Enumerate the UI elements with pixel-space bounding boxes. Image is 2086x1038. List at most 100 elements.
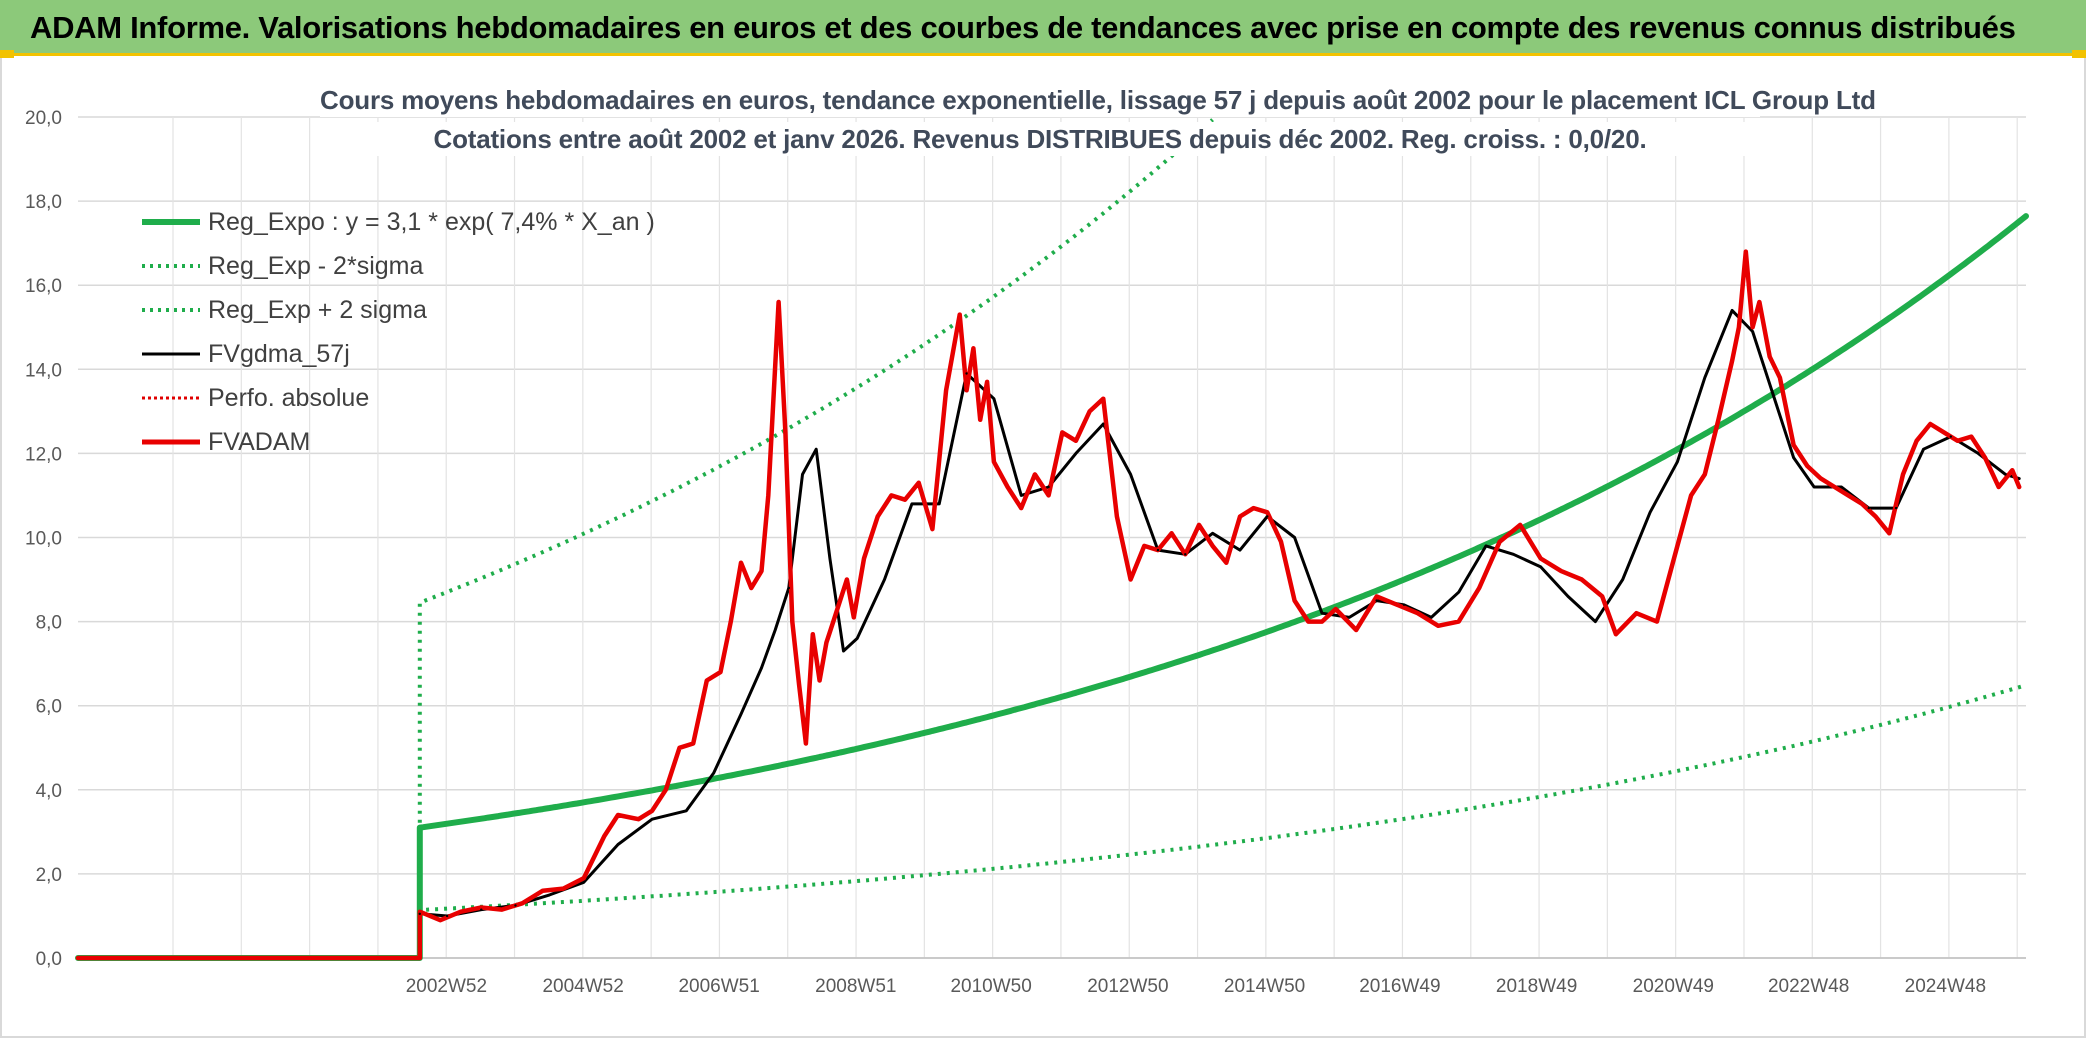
fvadam-point bbox=[1915, 439, 1919, 443]
fvadam-point bbox=[718, 670, 723, 674]
fvadam-point bbox=[1956, 439, 1960, 443]
series-line-1 bbox=[78, 683, 2027, 960]
fvadam-point bbox=[1170, 531, 1174, 535]
fvadam-point bbox=[852, 615, 856, 619]
fvadam-point bbox=[1703, 472, 1707, 477]
fvadam-point bbox=[1115, 514, 1119, 519]
fvgdma-point bbox=[1020, 494, 1023, 497]
fvadam-point bbox=[790, 620, 794, 624]
fvgdma-point bbox=[1156, 548, 1160, 552]
legend-label: FVADAM bbox=[208, 427, 311, 456]
fvgdma-point bbox=[1074, 452, 1078, 455]
fvadam-point bbox=[1293, 598, 1297, 603]
chart-frame bbox=[0, 58, 2086, 1038]
fvadam-point bbox=[418, 910, 422, 914]
fvadam-point bbox=[561, 887, 565, 891]
fvadam-point bbox=[1559, 569, 1563, 573]
x-tick-label: 2014W50 bbox=[1224, 976, 1305, 997]
fvgdma-point bbox=[1703, 376, 1706, 379]
x-tick-label: 2006W51 bbox=[678, 976, 759, 997]
fvgdma-point bbox=[1867, 506, 1870, 510]
fvadam-point bbox=[1997, 485, 2001, 489]
fvadam-point bbox=[602, 834, 606, 838]
fvgdma-point bbox=[2017, 477, 2021, 480]
y-tick-label: 12,0 bbox=[25, 444, 62, 465]
fvadam-point bbox=[759, 569, 764, 573]
y-tick-label: 8,0 bbox=[36, 613, 62, 634]
fvadam-point bbox=[541, 889, 545, 893]
fvadam-point bbox=[831, 620, 835, 624]
y-tick-label: 2,0 bbox=[36, 865, 62, 886]
y-tick-label: 20,0 bbox=[25, 108, 62, 129]
fvgdma-point bbox=[883, 578, 886, 581]
report-banner: ADAM Informe. Valorisations hebdomadaire… bbox=[0, 0, 2086, 56]
y-tick-label: 4,0 bbox=[36, 781, 62, 802]
fvadam-point bbox=[783, 430, 788, 434]
fvadam-point bbox=[1334, 607, 1338, 611]
series-line-5 bbox=[75, 249, 2022, 961]
fvadam-point bbox=[1279, 540, 1283, 544]
fvadam-point bbox=[1211, 544, 1215, 548]
fvadam-point bbox=[1942, 430, 1946, 434]
legend-label: Perfo. absolue bbox=[208, 383, 370, 412]
series-line-0 bbox=[75, 213, 2029, 961]
fvadam-point bbox=[1320, 620, 1324, 624]
fvadam-point bbox=[1874, 514, 1878, 519]
fvgdma-point bbox=[616, 843, 620, 846]
fvadam-point bbox=[616, 813, 620, 817]
fvgdma-point bbox=[1751, 330, 1754, 333]
fvadam-point bbox=[1887, 531, 1891, 535]
fvadam-point bbox=[1101, 397, 1105, 401]
fvgdma-point bbox=[1539, 565, 1542, 569]
fvadam-point bbox=[766, 493, 770, 498]
fvadam-point bbox=[903, 498, 907, 502]
fvadam-point bbox=[1457, 620, 1461, 624]
fvadam-point bbox=[930, 527, 934, 531]
fvadam-point bbox=[1716, 418, 1721, 422]
fvadam-point bbox=[1129, 577, 1133, 582]
y-tick-label: 18,0 bbox=[25, 192, 62, 213]
fvadam-point bbox=[1265, 510, 1269, 514]
fvadam-point bbox=[1928, 422, 1932, 426]
fvgdma-point bbox=[1976, 452, 1980, 455]
banner-accent-right bbox=[2072, 50, 2086, 58]
x-tick-label: 2018W49 bbox=[1496, 976, 1577, 997]
legend-item-fvgdma: FVgdma_57j bbox=[140, 332, 655, 376]
legend-label: Reg_Exp - 2*sigma bbox=[208, 251, 424, 280]
fvadam-point bbox=[691, 741, 695, 746]
fvgdma-point bbox=[801, 473, 804, 476]
fvadam-point bbox=[1019, 506, 1023, 510]
fvadam-point bbox=[729, 620, 733, 624]
fvadam-point bbox=[1634, 611, 1638, 615]
x-tick-label: 2020W49 bbox=[1633, 976, 1714, 997]
fvadam-point bbox=[917, 481, 921, 485]
fvadam-point bbox=[1046, 493, 1051, 498]
fvadam-point bbox=[705, 678, 709, 683]
fvadam-point bbox=[1238, 514, 1242, 519]
fvgdma-point bbox=[1594, 620, 1597, 623]
fvgdma-point bbox=[1894, 506, 1898, 510]
banner-accent-left bbox=[0, 50, 14, 58]
chart-legend: Reg_Expo : y = 3,1 * exp( 7,4% * X_an ) … bbox=[140, 200, 655, 464]
fvadam-point bbox=[1969, 434, 1973, 439]
fvadam-point bbox=[2010, 468, 2014, 472]
fvadam-point bbox=[1901, 472, 1905, 477]
fvadam-point bbox=[964, 388, 969, 392]
fvadam-point bbox=[1730, 359, 1734, 363]
fvgdma-point bbox=[712, 771, 715, 775]
fvgdma-point bbox=[1238, 548, 1242, 552]
fvadam-point bbox=[1600, 594, 1604, 598]
fvgdma-point bbox=[1293, 536, 1296, 539]
fvadam-point bbox=[1675, 544, 1680, 548]
chart-title: Cours moyens hebdomadaires en euros, ten… bbox=[320, 83, 1876, 117]
legend-item-reg-exp-minus: Reg_Exp - 2*sigma bbox=[140, 244, 655, 288]
fvadam-point bbox=[636, 817, 641, 821]
fvadam-point bbox=[520, 901, 524, 905]
legend-label: FVgdma_57j bbox=[208, 339, 350, 368]
y-tick-label: 0,0 bbox=[36, 949, 62, 970]
fvadam-point bbox=[1252, 506, 1256, 510]
fvgdma-point bbox=[650, 818, 654, 821]
y-tick-label: 10,0 bbox=[25, 529, 62, 550]
fvadam-point bbox=[1539, 556, 1543, 561]
fvadam-point bbox=[876, 514, 880, 519]
